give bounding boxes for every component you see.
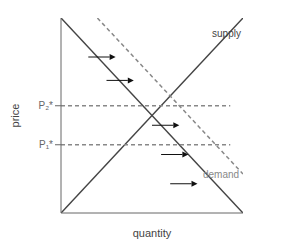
svg-text:P₂*: P₂* (39, 100, 54, 111)
svg-text:quantity: quantity (133, 227, 172, 239)
svg-text:price: price (9, 104, 21, 128)
svg-text:supply: supply (212, 28, 241, 39)
svg-text:P₁*: P₁* (39, 139, 53, 150)
svg-text:demand: demand (203, 169, 239, 180)
